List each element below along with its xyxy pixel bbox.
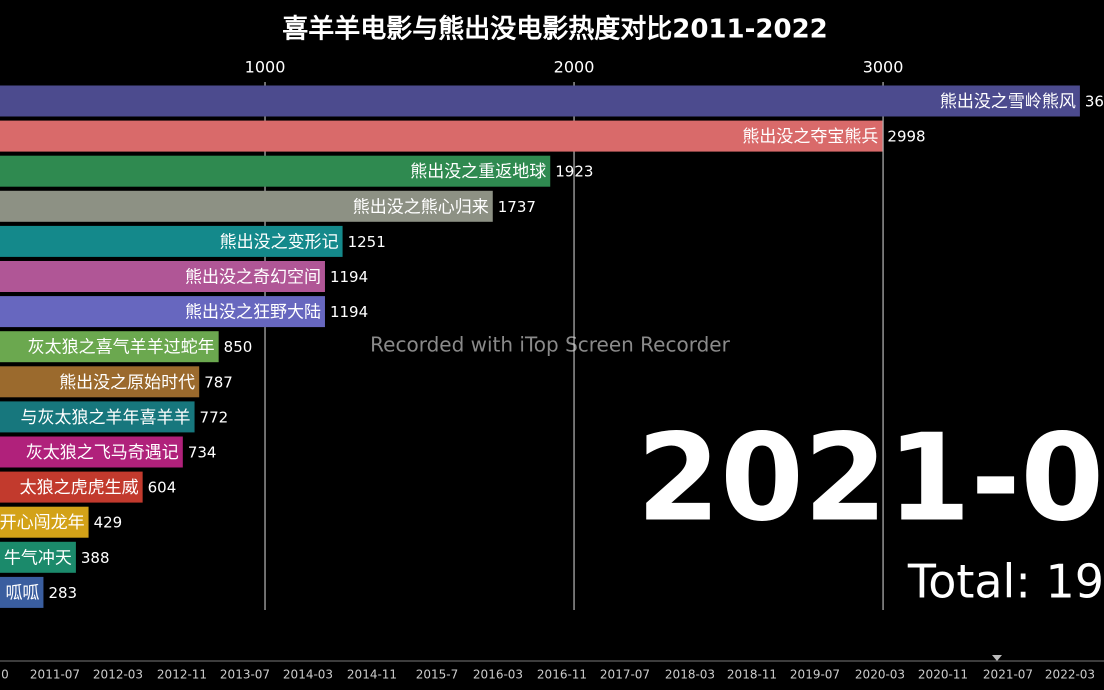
timeline-label: 2011-07 <box>30 668 80 682</box>
bar-label: 熊出没之奇幻空间 <box>185 268 321 288</box>
bar-label: 熊出没之变形记 <box>220 232 339 252</box>
x-tick-label: 2000 <box>554 58 595 77</box>
bar <box>0 541 76 573</box>
value-label: 1194 <box>330 268 368 286</box>
timeline-label: 2012-11 <box>157 668 207 682</box>
timeline-marker <box>992 655 1002 661</box>
timeline-label: 2013-07 <box>220 668 270 682</box>
bar <box>0 120 883 152</box>
bar <box>0 366 200 398</box>
value-label: 604 <box>148 479 177 497</box>
value-label: 1194 <box>330 303 368 321</box>
timeline-label: 2021-07 <box>983 668 1033 682</box>
bar <box>0 190 493 222</box>
x-tick-label: 3000 <box>863 58 904 77</box>
timeline-label: 2022-03 <box>1045 668 1095 682</box>
bar-label: 熊出没之原始时代 <box>59 373 195 393</box>
bar-label: 熊出没之夺宝熊兵 <box>742 127 878 147</box>
value-label: 388 <box>81 549 110 567</box>
timeline-label: 2014-11 <box>347 668 397 682</box>
bar-label: 熊出没之狂野大陆 <box>185 303 321 323</box>
bar <box>0 85 1080 117</box>
bar-label: 灰太狼之飞马奇遇记 <box>26 443 179 463</box>
timeline-label: 2014-03 <box>283 668 333 682</box>
timeline-label: 2016-11 <box>537 668 587 682</box>
x-tick-label: 1000 <box>245 58 286 77</box>
timeline-label: 2018-03 <box>665 668 715 682</box>
bar <box>0 261 325 292</box>
bar-label: 呱呱 <box>5 583 39 603</box>
value-label: 850 <box>224 338 253 356</box>
value-label: 1251 <box>348 233 386 251</box>
bar <box>0 471 143 503</box>
bar <box>0 331 219 363</box>
bar-label: 开心闯龙年 <box>0 513 85 533</box>
bar <box>0 296 325 328</box>
timeline-label: 2018-11 <box>727 668 777 682</box>
timeline-label: 2016-03 <box>473 668 523 682</box>
total-label: Total: 19 <box>907 555 1104 609</box>
timeline-label: 2017-07 <box>600 668 650 682</box>
timeline-label: 2019-07 <box>790 668 840 682</box>
value-label: 2998 <box>887 128 925 146</box>
bar <box>0 436 183 468</box>
timeline-label: 2020-03 <box>855 668 905 682</box>
timeline-label: 2020-11 <box>918 668 968 682</box>
bar <box>0 155 551 187</box>
bar-label: 熊出没之熊心归来 <box>353 197 489 217</box>
bar-label: 熊出没之重返地球 <box>410 162 546 182</box>
chart-title: 喜羊羊电影与熊出没电影热度对比2011-2022 <box>282 14 828 45</box>
value-label: 3637 <box>1085 93 1104 111</box>
bar-label: 熊出没之雪岭熊风 <box>940 92 1076 112</box>
date-label: 2021-0 <box>637 410 1104 549</box>
value-label: 787 <box>204 373 233 391</box>
timeline-label: 2012-03 <box>93 668 143 682</box>
value-label: 1923 <box>555 163 593 181</box>
bar-label: 牛气冲天 <box>4 548 72 568</box>
bar-label: 灰太狼之喜气羊羊过蛇年 <box>28 338 215 358</box>
bar <box>0 506 89 538</box>
value-label: 429 <box>94 514 123 532</box>
value-label: 283 <box>48 584 77 602</box>
watermark: Recorded with iTop Screen Recorder <box>370 333 730 357</box>
value-label: 734 <box>188 444 217 462</box>
bar <box>0 401 195 433</box>
value-label: 1737 <box>498 198 536 216</box>
bar-label: 与灰太狼之羊年喜羊羊 <box>21 408 191 428</box>
timeline-label: 0 <box>1 668 9 682</box>
timeline-label: 2015-7 <box>416 668 459 682</box>
bar <box>0 225 343 257</box>
bar <box>0 576 44 608</box>
bar-label: 太狼之虎虎生威 <box>20 478 139 498</box>
value-label: 772 <box>200 408 229 426</box>
